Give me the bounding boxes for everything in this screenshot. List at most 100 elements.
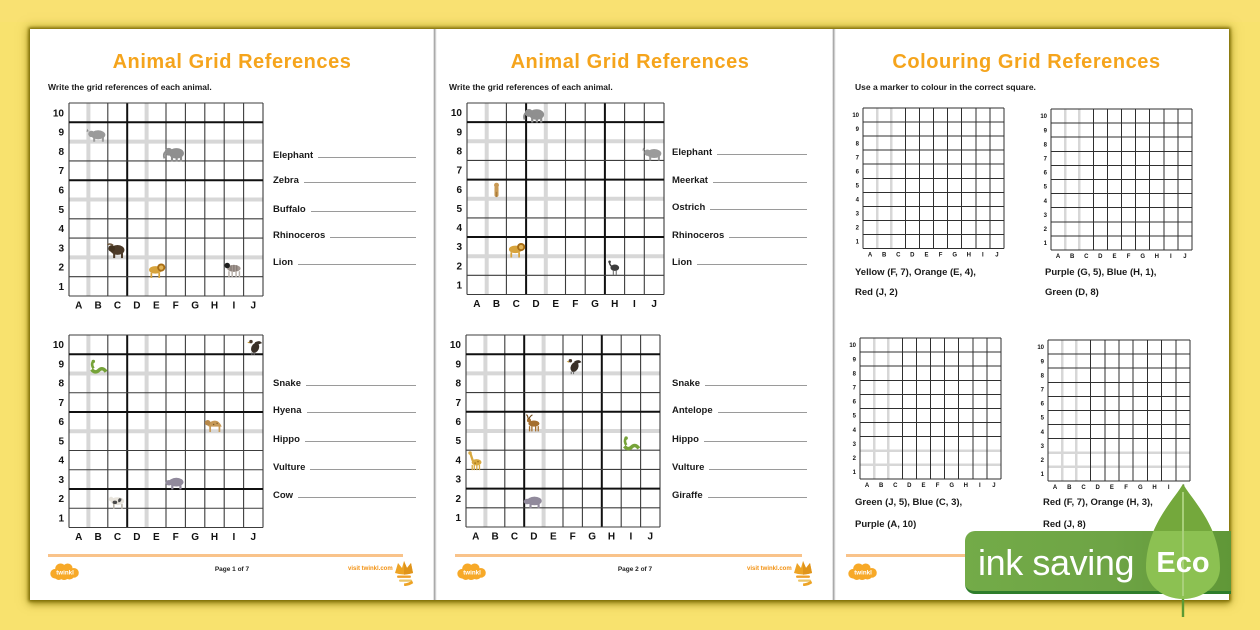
svg-text:G: G — [591, 299, 599, 310]
svg-text:1: 1 — [856, 239, 860, 245]
svg-text:B: B — [879, 483, 884, 489]
svg-text:D: D — [910, 252, 915, 258]
svg-text:D: D — [532, 299, 539, 310]
svg-text:I: I — [1170, 254, 1172, 260]
svg-text:E: E — [924, 252, 928, 258]
svg-text:A: A — [1056, 254, 1061, 260]
svg-text:9: 9 — [58, 128, 64, 139]
svg-text:4: 4 — [853, 428, 857, 434]
svg-text:A: A — [75, 532, 82, 543]
svg-text:J: J — [995, 252, 998, 258]
svg-text:1: 1 — [456, 281, 462, 292]
svg-text:F: F — [1127, 254, 1131, 260]
svg-text:10: 10 — [450, 340, 462, 351]
svg-text:6: 6 — [58, 185, 64, 196]
svg-text:H: H — [608, 532, 615, 543]
svg-text:7: 7 — [58, 398, 64, 409]
svg-text:6: 6 — [1041, 402, 1045, 408]
svg-text:I: I — [232, 301, 235, 312]
svg-text:2: 2 — [58, 494, 64, 505]
svg-text:H: H — [964, 483, 968, 489]
svg-text:1: 1 — [58, 282, 64, 293]
svg-text:2: 2 — [456, 261, 462, 272]
svg-text:I: I — [1168, 485, 1170, 491]
svg-text:F: F — [572, 299, 578, 310]
svg-text:F: F — [1124, 485, 1128, 491]
svg-text:6: 6 — [853, 400, 857, 406]
svg-text:twinkl: twinkl — [56, 570, 74, 577]
svg-text:E: E — [550, 532, 557, 543]
svg-text:2: 2 — [1041, 458, 1045, 464]
svg-text:D: D — [907, 483, 912, 489]
svg-text:5: 5 — [1041, 416, 1045, 422]
svg-text:7: 7 — [456, 166, 462, 177]
svg-text:8: 8 — [853, 371, 857, 377]
svg-text:5: 5 — [58, 436, 64, 447]
svg-text:E: E — [1112, 254, 1116, 260]
svg-text:J: J — [648, 532, 654, 543]
svg-text:E: E — [921, 483, 925, 489]
svg-text:10: 10 — [849, 343, 856, 349]
svg-text:G: G — [1138, 485, 1143, 491]
svg-text:1: 1 — [455, 513, 461, 524]
svg-text:9: 9 — [1041, 359, 1045, 365]
svg-text:9: 9 — [456, 127, 462, 138]
svg-text:B: B — [493, 299, 500, 310]
svg-text:7: 7 — [455, 398, 461, 409]
svg-text:6: 6 — [455, 417, 461, 428]
svg-text:C: C — [1084, 254, 1089, 260]
svg-text:3: 3 — [456, 242, 462, 253]
svg-text:3: 3 — [853, 442, 857, 448]
svg-text:1: 1 — [1041, 472, 1045, 478]
svg-text:D: D — [530, 532, 537, 543]
svg-text:4: 4 — [455, 455, 461, 466]
svg-text:J: J — [250, 301, 256, 312]
svg-text:F: F — [936, 483, 940, 489]
svg-text:5: 5 — [856, 183, 860, 189]
svg-text:B: B — [94, 301, 101, 312]
svg-text:7: 7 — [856, 155, 860, 161]
svg-text:4: 4 — [856, 197, 860, 203]
svg-text:3: 3 — [58, 243, 64, 254]
svg-text:F: F — [570, 532, 576, 543]
svg-text:4: 4 — [1044, 198, 1048, 204]
svg-text:10: 10 — [1037, 345, 1044, 351]
svg-text:8: 8 — [456, 146, 462, 157]
svg-text:D: D — [133, 301, 140, 312]
svg-text:B: B — [882, 252, 887, 258]
svg-text:7: 7 — [1041, 388, 1045, 394]
svg-text:F: F — [172, 532, 178, 543]
svg-text:1: 1 — [58, 513, 64, 524]
svg-text:1: 1 — [1044, 241, 1048, 247]
svg-text:J: J — [1183, 254, 1186, 260]
svg-text:G: G — [1140, 254, 1145, 260]
svg-text:C: C — [893, 483, 898, 489]
svg-text:I: I — [630, 532, 633, 543]
svg-text:B: B — [1067, 485, 1072, 491]
svg-text:I: I — [979, 483, 981, 489]
svg-text:3: 3 — [856, 211, 860, 217]
svg-text:B: B — [491, 532, 498, 543]
svg-text:2: 2 — [455, 494, 461, 505]
svg-text:H: H — [1152, 485, 1156, 491]
svg-text:H: H — [210, 301, 217, 312]
svg-text:7: 7 — [853, 386, 857, 392]
svg-text:2: 2 — [58, 263, 64, 274]
svg-text:H: H — [210, 532, 217, 543]
svg-text:7: 7 — [58, 166, 64, 177]
svg-text:I: I — [232, 532, 235, 543]
svg-text:10: 10 — [52, 108, 64, 119]
svg-text:3: 3 — [455, 475, 461, 486]
svg-text:B: B — [94, 532, 101, 543]
svg-text:9: 9 — [1044, 128, 1048, 134]
svg-text:twinkl: twinkl — [854, 570, 872, 577]
svg-text:8: 8 — [856, 141, 860, 147]
svg-text:Eco: Eco — [1156, 547, 1209, 579]
svg-text:3: 3 — [58, 475, 64, 486]
svg-text:8: 8 — [58, 379, 64, 390]
svg-text:9: 9 — [856, 127, 860, 133]
svg-text:10: 10 — [451, 108, 463, 119]
svg-text:6: 6 — [856, 169, 860, 175]
svg-text:D: D — [1098, 254, 1103, 260]
svg-text:6: 6 — [456, 185, 462, 196]
